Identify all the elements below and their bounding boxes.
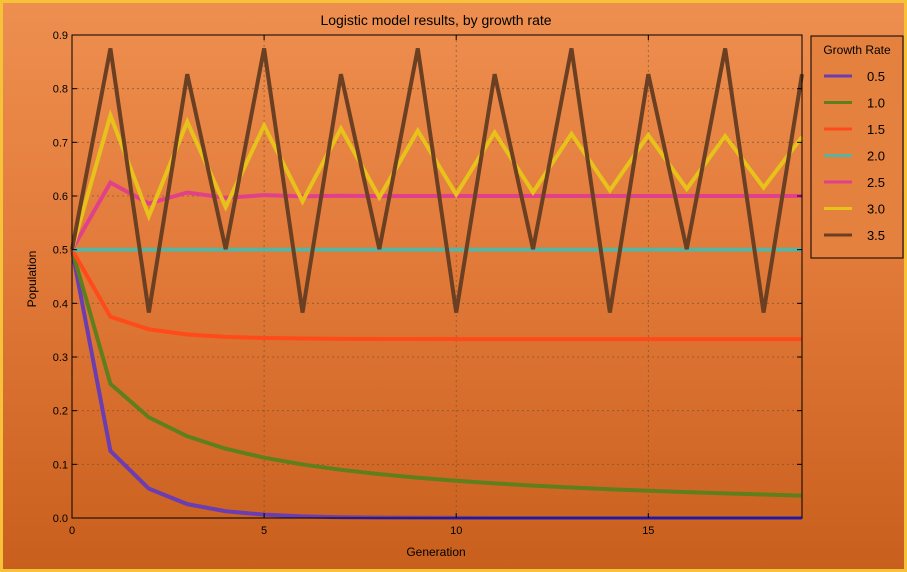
y-tick-label: 0.0: [53, 513, 68, 525]
legend-label-2-5: 2.5: [867, 175, 885, 190]
x-tick-label: 10: [450, 525, 462, 537]
legend-label-0-5: 0.5: [867, 69, 885, 84]
plot-area: 0.0 0.1 0.2 0.3 0.4 0.5 0.6 0.7 0.8 0.9 0 5 10 15: [53, 30, 804, 537]
legend: Growth Rate 0.5 1.0 1.5 2.0 2.5 3.0 3.5: [810, 35, 904, 259]
y-tick-label: 0.4: [53, 298, 68, 310]
axes-frame: [71, 34, 803, 519]
x-axis-label: Generation: [406, 545, 465, 559]
y-tick-label: 0.3: [53, 352, 68, 364]
x-tick-label: 0: [69, 525, 75, 537]
legend-box: [810, 35, 904, 259]
x-tick-label: 15: [642, 525, 654, 537]
x-tick-label: 5: [261, 525, 267, 537]
y-tick-label: 0.1: [53, 459, 68, 471]
legend-label-3-5: 3.5: [867, 228, 885, 243]
y-tick-label: 0.7: [53, 137, 68, 149]
chart-canvas: Logistic model results, by growth rate G…: [25, 12, 904, 559]
y-tick-label: 0.5: [53, 245, 68, 257]
legend-label-1-5: 1.5: [867, 122, 885, 137]
chart-title: Logistic model results, by growth rate: [320, 12, 551, 28]
y-axis-label: Population: [25, 251, 39, 308]
series-line-1-0: [70, 249, 803, 498]
y-tick-label: 0.2: [53, 406, 68, 418]
y-tick-label: 0.9: [53, 30, 68, 42]
series-line-3-0: [70, 109, 804, 251]
y-tick-label: 0.6: [53, 191, 68, 203]
series-line-3-5: [70, 48, 804, 313]
y-tick-label: 0.8: [53, 84, 68, 96]
series-line-1-5: [70, 248, 802, 342]
legend-label-2-0: 2.0: [867, 149, 885, 164]
legend-label-3-0: 3.0: [867, 202, 885, 217]
legend-title: Growth Rate: [823, 43, 891, 57]
series-line-2-5: [70, 179, 802, 251]
legend-label-1-0: 1.0: [867, 96, 885, 111]
